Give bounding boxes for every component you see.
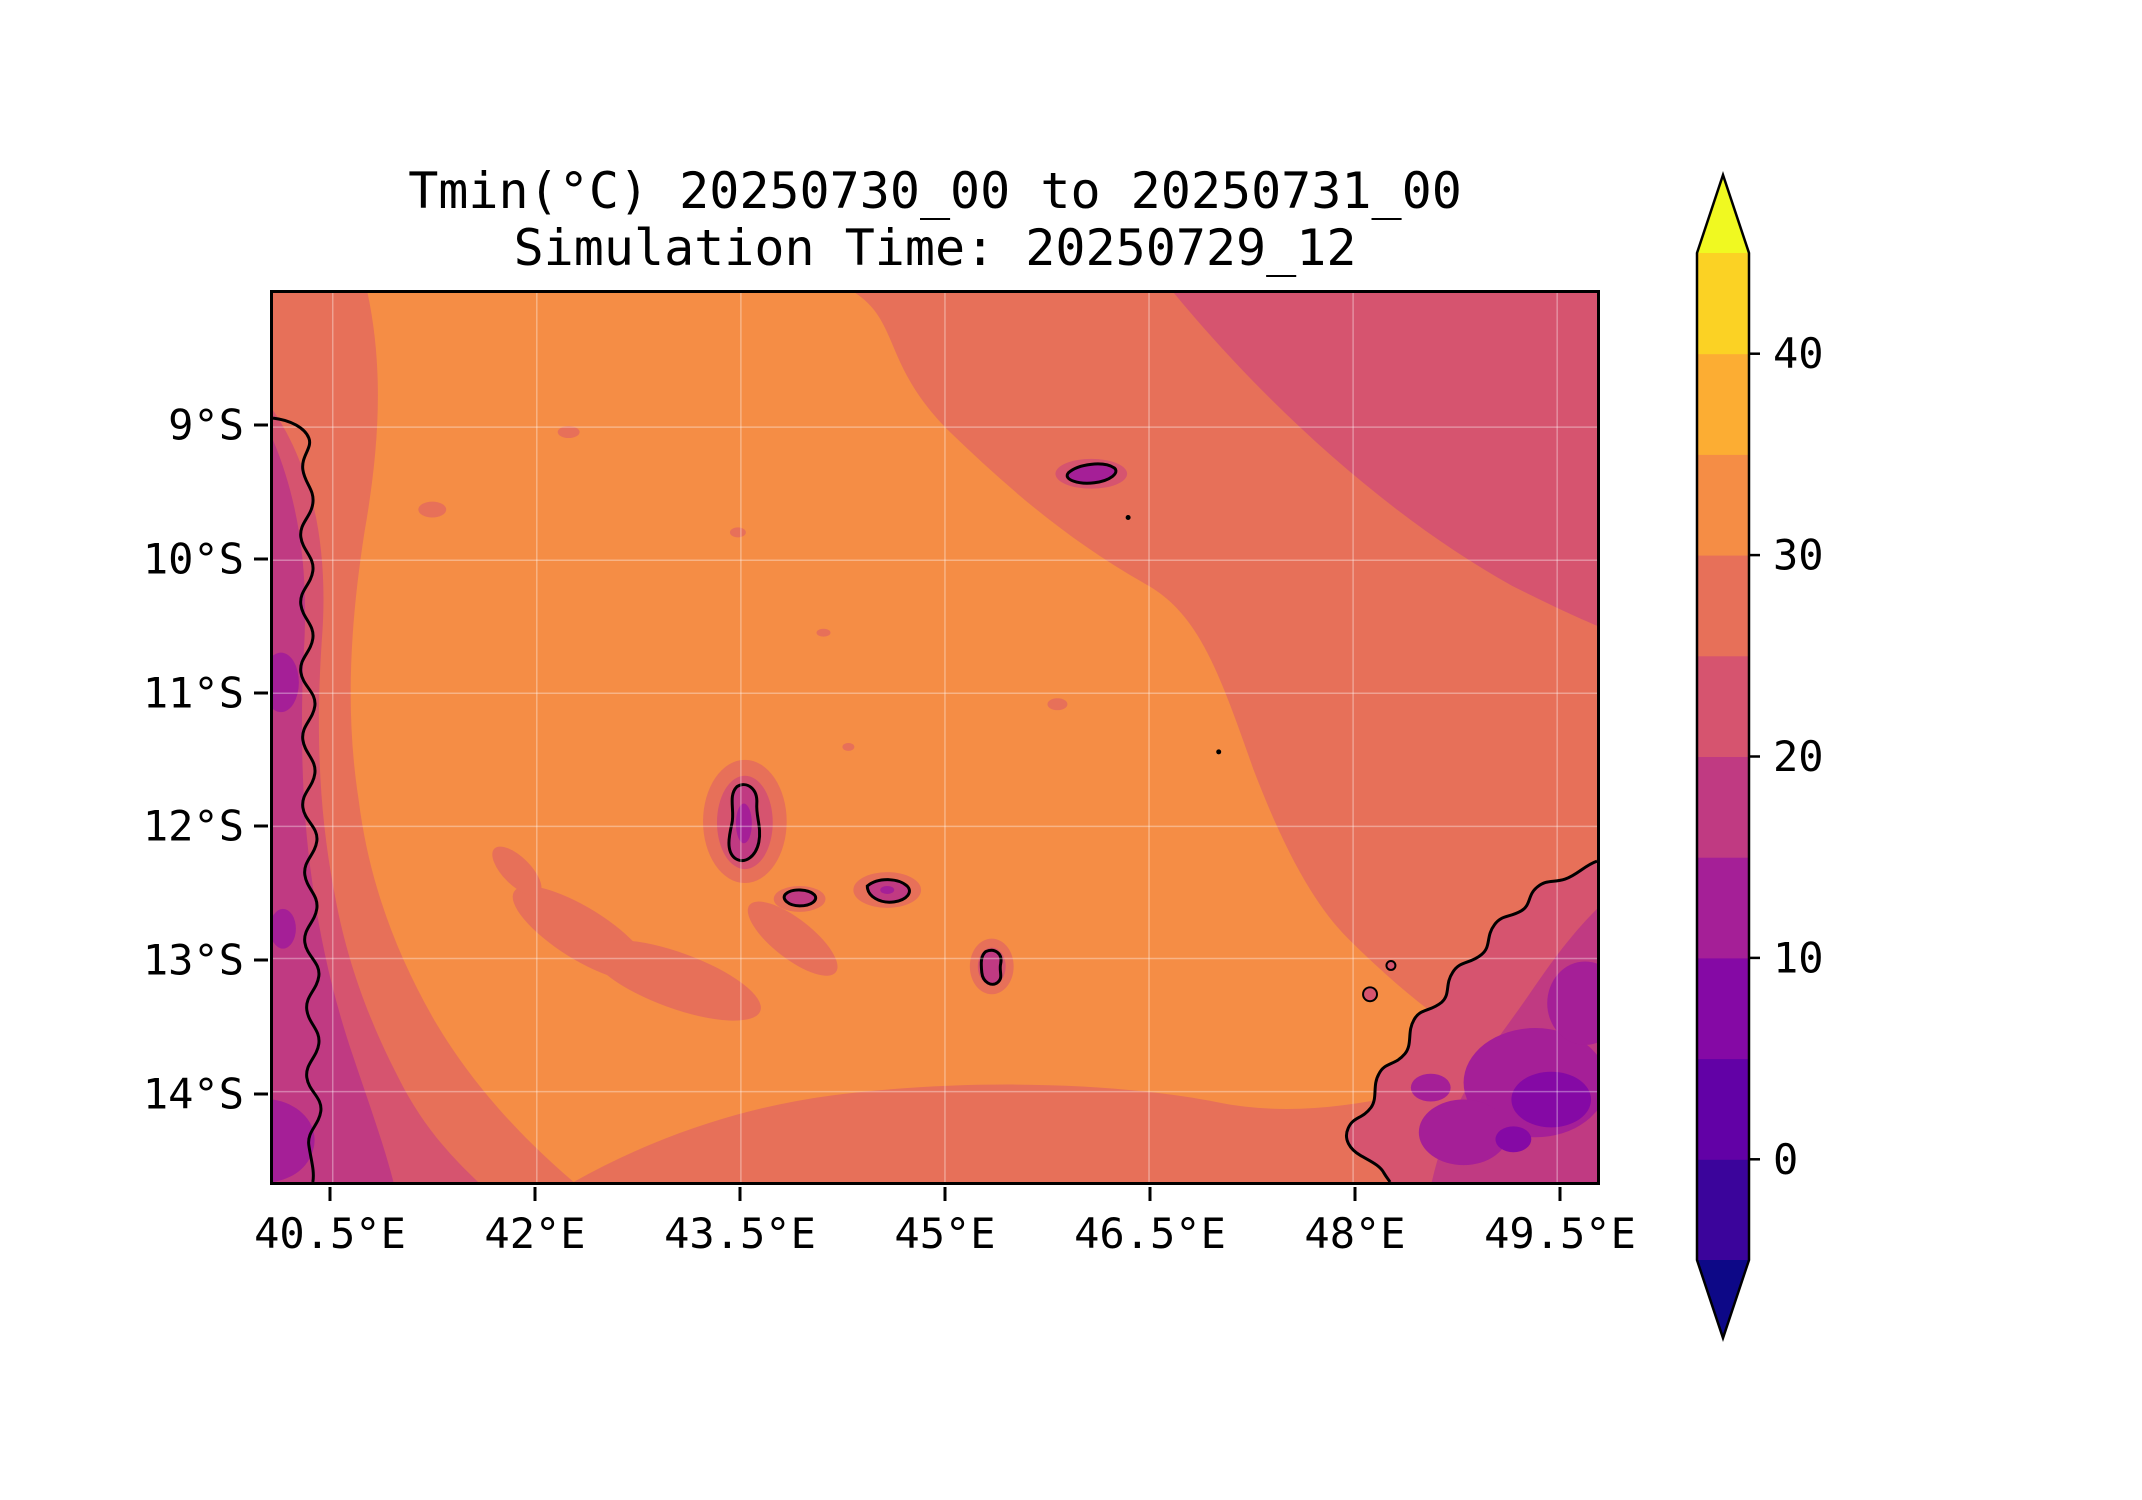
colorbar-band (1697, 555, 1749, 657)
west-purple-patches (273, 652, 315, 1182)
island-grande-comore-peak (735, 803, 752, 844)
madagascar-coastline (1345, 859, 1597, 1182)
x-tick-mark (328, 1187, 332, 1201)
warm-patch (747, 901, 838, 976)
y-tick-label: 13°S (142, 935, 244, 985)
colorbar-tick-label: 40 (1773, 329, 1824, 378)
y-tick-mark (254, 423, 268, 427)
purple-patch (1410, 1073, 1451, 1102)
island-mayotte (979, 948, 1003, 986)
southwest-warm-patches (492, 846, 838, 1021)
purple-patch (1418, 1099, 1509, 1166)
plot-wrap: 40.5°E 42°E 43.5°E 45°E 46.5°E 48°E 49.5°E 9°S 1… (143, 290, 1636, 1258)
islet-dot (1125, 515, 1131, 520)
y-tick-mark (254, 1092, 268, 1096)
y-tick-label: 10°S (142, 534, 244, 584)
south-band-25-30 (573, 1073, 1597, 1182)
y-tick-label: 12°S (142, 801, 244, 851)
warm-patch (591, 940, 761, 1021)
x-tick-label: 40.5°E (254, 1209, 406, 1258)
warm-patch (816, 628, 831, 637)
temperature-map (273, 293, 1597, 1182)
deep-purple-patch (1511, 1071, 1592, 1128)
chart-title: Tmin(°C) 20250730_00 to 20250731_00 (408, 162, 1462, 220)
west-band-15-20 (273, 440, 394, 1182)
mozambique-coastline (273, 416, 323, 1182)
purple-patch (273, 1099, 315, 1182)
y-tick-label: 9°S (168, 400, 244, 450)
warm-patch (492, 846, 542, 896)
x-tick-label: 45°E (894, 1209, 996, 1258)
warm-patch (557, 426, 580, 439)
x-tick-label: 46.5°E (1074, 1209, 1226, 1258)
colorbar-tick-label: 0 (1773, 1135, 1798, 1184)
chart-subtitle: Simulation Time: 20250729_12 (513, 219, 1357, 277)
warm-patch (418, 501, 447, 518)
colorbar-band (1697, 1159, 1749, 1261)
plot-frame (270, 290, 1600, 1185)
colorbar: 0 10 20 30 40 (1695, 171, 1824, 1342)
y-tick-label: 14°S (142, 1069, 244, 1119)
warm-patch (1047, 698, 1068, 711)
purple-patch (1547, 961, 1597, 1045)
colorbar-band (1697, 253, 1749, 355)
colorbar-over-arrow (1697, 175, 1749, 253)
y-tick-mark (254, 557, 268, 561)
colorbar-under-arrow (1697, 1260, 1749, 1338)
colorbar-band (1697, 353, 1749, 455)
colorbar-tick-label: 10 (1773, 933, 1824, 982)
colorbar-tick-label: 30 (1773, 531, 1824, 580)
x-tick-label: 43.5°E (664, 1209, 816, 1258)
colorbar-tick-label: 20 (1773, 732, 1824, 781)
islet (1385, 959, 1397, 971)
x-tick-mark (943, 1187, 947, 1201)
islet (1362, 986, 1378, 1003)
northeast-corner-band-20-25 (1173, 293, 1597, 626)
x-tick-mark (1148, 1187, 1152, 1201)
colorbar-band (1697, 857, 1749, 959)
purple-patch (273, 652, 299, 713)
y-tick-mark (254, 824, 268, 828)
chart-title-block: Tmin(°C) 20250730_00 to 20250731_00 Simu… (270, 163, 1600, 277)
colorbar-band (1697, 1058, 1749, 1160)
warm-patch (842, 742, 855, 751)
x-tick-label: 48°E (1304, 1209, 1406, 1258)
island-moheli (782, 888, 818, 908)
x-tick-mark (533, 1187, 537, 1201)
deep-purple-patch (1495, 1126, 1532, 1153)
x-tick-label: 42°E (484, 1209, 586, 1258)
y-tick-label: 11°S (142, 668, 244, 718)
island-anjouan-peak (880, 885, 895, 894)
colorbar-band (1697, 957, 1749, 1060)
purple-patch (273, 908, 296, 949)
madagascar-deep-purple-patches (1495, 1071, 1592, 1153)
x-tick-mark (738, 1187, 742, 1201)
colorbar-band (1697, 756, 1749, 858)
scattered-warm-patches (418, 426, 1068, 751)
x-tick-label: 49.5°E (1484, 1209, 1636, 1258)
warm-patch (729, 527, 746, 538)
y-tick-mark (254, 691, 268, 695)
colorbar-band (1697, 655, 1749, 757)
colorbar-outline (1695, 171, 1751, 1342)
island-north-tiny (1065, 462, 1118, 485)
x-tick-mark (1353, 1187, 1357, 1201)
colorbar-band (1697, 454, 1749, 556)
islet-dots (1125, 515, 1222, 755)
islet-dot (1216, 749, 1222, 755)
offshore-islets (1362, 959, 1397, 1003)
y-tick-mark (254, 958, 268, 962)
x-tick-mark (1558, 1187, 1562, 1201)
